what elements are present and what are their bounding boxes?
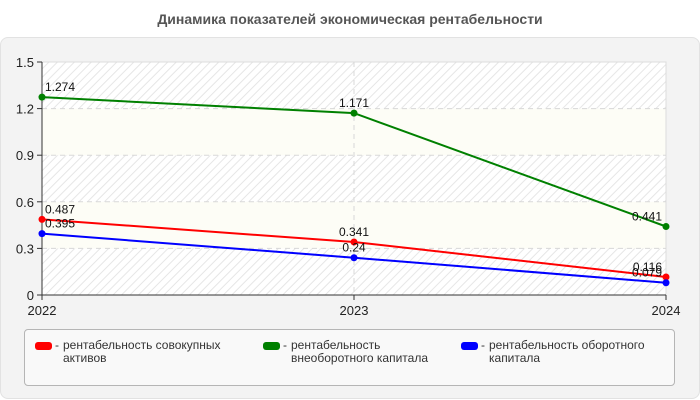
svg-text:0.3: 0.3 [16,241,34,256]
series-lines [38,93,670,287]
svg-text:0.341: 0.341 [339,225,369,239]
svg-text:1.5: 1.5 [16,55,34,70]
svg-text:1.274: 1.274 [45,80,75,94]
svg-text:0.6: 0.6 [16,195,34,210]
chart-title: Динамика показателей экономическая рента… [157,11,543,27]
legend-swatch-red [35,342,52,350]
svg-text:0.116: 0.116 [633,260,662,274]
svg-text:1.171: 1.171 [339,96,369,110]
svg-text:2022: 2022 [28,303,57,318]
legend-swatch-blue [461,342,478,350]
svg-text:0.441: 0.441 [632,209,662,223]
legend-item-total-assets[interactable]: - рентабельность совокупных активов [35,339,221,365]
svg-text:2024: 2024 [652,303,681,318]
legend-swatch-green [263,342,280,350]
gridlines [42,62,666,295]
svg-text:2023: 2023 [340,303,369,318]
svg-text:0.24: 0.24 [342,241,366,255]
svg-text:0.9: 0.9 [16,148,34,163]
legend: - рентабельность совокупных активов - ре… [24,329,675,386]
data-labels: 0.487 0.341 0.116 1.274 1.171 0.441 0.395 0.24 0… [45,80,662,280]
svg-text:0.395: 0.395 [45,217,75,231]
legend-item-working-capital[interactable]: - рентабельность оборотного капитала [461,339,645,365]
legend-item-noncurrent-capital[interactable]: - рентабельность внеоборотного капитала [263,339,428,365]
svg-text:1.2: 1.2 [16,102,34,117]
svg-text:0.079: 0.079 [632,266,662,280]
svg-text:0: 0 [27,288,34,303]
axes: 0 0.3 0.6 0.9 1.2 1.5 2022 2023 2024 [16,55,681,318]
svg-text:0.487: 0.487 [45,202,75,216]
